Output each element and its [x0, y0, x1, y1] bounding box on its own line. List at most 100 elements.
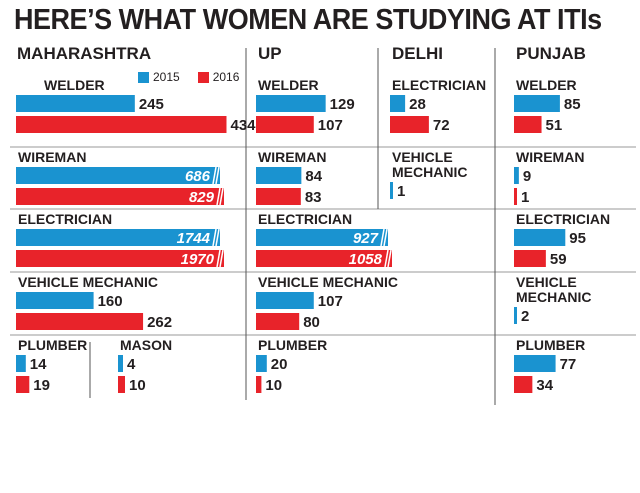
bar-2015: [390, 182, 393, 199]
column-header-up: UP: [258, 44, 282, 63]
bar-group-welder: WELDER 245 434: [16, 77, 256, 134]
category-label: WELDER: [516, 77, 577, 93]
data-label: 1744: [177, 230, 211, 247]
data-label: 19: [33, 377, 50, 394]
data-label: 34: [536, 377, 553, 394]
data-label: 4: [127, 356, 136, 373]
data-label: 9: [523, 168, 531, 185]
category-label: ELECTRICIAN: [516, 211, 610, 227]
data-label: 10: [129, 377, 146, 394]
bar-2016: [514, 250, 546, 267]
data-label: 829: [189, 189, 215, 206]
bar-group-plumber: PLUMBER 14 19: [16, 337, 87, 394]
bar-2016: [16, 376, 30, 393]
data-label: 160: [98, 293, 123, 310]
data-label: 14: [30, 356, 47, 373]
data-label: 84: [305, 168, 322, 185]
bar-2015: [256, 95, 326, 112]
data-label: 1: [397, 183, 405, 200]
data-label: 59: [550, 251, 567, 268]
category-label: ELECTRICIAN: [18, 211, 112, 227]
axis-break-mark: [380, 228, 385, 247]
bar-2016: [118, 376, 125, 393]
bar-group-electrician: ELECTRICIAN 1744 1970: [16, 211, 224, 268]
data-label: 2: [521, 308, 529, 325]
bar-group-electrician: ELECTRICIAN 28 72: [390, 77, 486, 134]
bar-group-welder: WELDER 129 107: [256, 77, 355, 134]
column-header-punjab: PUNJAB: [516, 44, 586, 63]
bar-2016: [256, 376, 262, 393]
bar-group-plumber: PLUMBER 77 34: [514, 337, 585, 394]
bar-group-plumber: PLUMBER 20 10: [256, 337, 327, 394]
bar-2016: [514, 188, 517, 205]
bar-2016: [256, 188, 301, 205]
category-label: WIREMAN: [516, 149, 584, 165]
bar-group-vehicle-mechanic: VEHICLE MECHANIC 107 80: [256, 274, 398, 331]
bar-2015: [514, 95, 560, 112]
axis-break-mark: [387, 249, 392, 268]
bar-2016: [16, 116, 227, 133]
category-label: ELECTRICIAN: [392, 77, 486, 93]
bar-group-mason: MASON 4 10: [118, 337, 172, 394]
bar-2016: [16, 250, 224, 267]
data-label: 262: [147, 314, 172, 331]
bar-2015: [256, 167, 302, 184]
legend-label-2015: 2015: [153, 70, 180, 84]
data-label: 107: [318, 293, 343, 310]
data-label: 95: [569, 230, 586, 247]
axis-break-mark: [384, 249, 389, 268]
axis-break-mark: [219, 187, 224, 206]
bar-2015: [514, 355, 556, 372]
data-label: 28: [409, 96, 426, 113]
bar-2016: [256, 250, 392, 267]
data-label: 129: [330, 96, 355, 113]
legend-swatch-2015: [138, 71, 149, 83]
bar-2015: [16, 292, 94, 309]
category-label: ELECTRICIAN: [258, 211, 352, 227]
data-label: 927: [353, 230, 379, 247]
category-label: VEHICLE: [516, 274, 577, 290]
data-label: 51: [546, 117, 563, 134]
data-label: 1058: [349, 251, 383, 268]
bar-2015: [514, 229, 566, 246]
bar-2015: [256, 229, 388, 246]
legend-swatch-2016: [197, 71, 209, 83]
bar-2015: [16, 167, 220, 184]
axis-break-mark: [212, 166, 217, 185]
data-label: 1970: [181, 251, 215, 268]
bar-2016: [514, 376, 533, 393]
bar-2015: [16, 355, 26, 372]
bar-2015: [514, 167, 519, 184]
data-label: 1: [521, 189, 529, 206]
category-label: PLUMBER: [18, 337, 87, 353]
data-label: 10: [265, 377, 282, 394]
bar-2015: [16, 95, 135, 112]
axis-break-mark: [216, 187, 221, 206]
category-label: MECHANIC: [392, 164, 467, 180]
bar-2015: [256, 355, 267, 372]
data-label: 686: [185, 168, 211, 185]
bar-group-wireman: WIREMAN 686 829: [16, 149, 224, 206]
data-label: 72: [433, 117, 450, 134]
category-label: WELDER: [44, 77, 105, 93]
axis-break-mark: [383, 228, 388, 247]
data-label: 77: [560, 356, 577, 373]
category-label: MASON: [120, 337, 172, 353]
data-label: 245: [139, 96, 164, 113]
category-label: WELDER: [258, 77, 319, 93]
column-header-delhi: DELHI: [392, 44, 443, 63]
bar-group-wireman: WIREMAN 9 1: [514, 149, 584, 206]
bar-group-wireman: WIREMAN 84 83: [256, 149, 326, 206]
axis-break-mark: [219, 249, 224, 268]
bar-2016: [16, 313, 144, 330]
bar-2015: [16, 229, 220, 246]
bar-2016: [514, 116, 542, 133]
category-label: VEHICLE: [392, 149, 453, 165]
column-header-maharashtra: MAHARASHTRA: [17, 44, 152, 63]
category-label: VEHICLE MECHANIC: [18, 274, 158, 290]
category-label: VEHICLE MECHANIC: [258, 274, 398, 290]
chart-title: HERE’S WHAT WOMEN ARE STUDYING AT ITIs: [14, 4, 602, 36]
